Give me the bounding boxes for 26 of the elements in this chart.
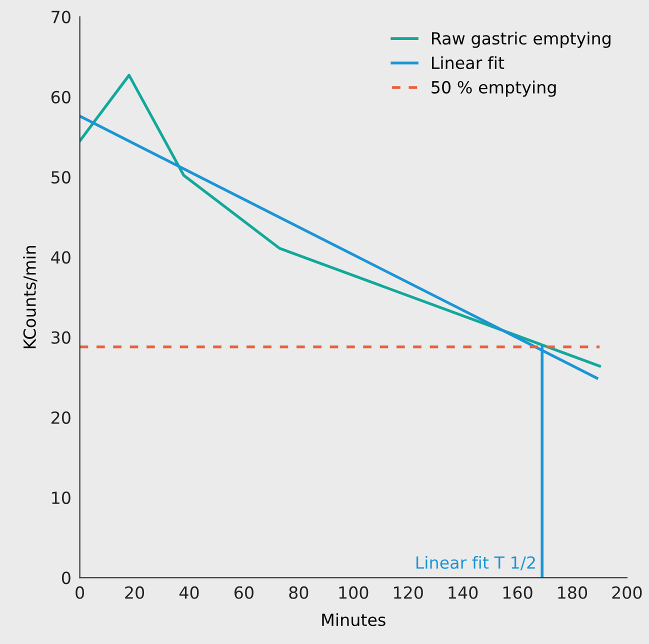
y-tick-label: 30 <box>52 331 70 344</box>
x-tick-label: 40 <box>179 586 199 599</box>
y-tick-label: 20 <box>52 411 70 424</box>
y-axis-title: KCounts/min <box>23 246 38 348</box>
y-tick-label: 0 <box>62 572 70 584</box>
x-tick-label: 200 <box>612 586 642 599</box>
legend-label: 50 % emptying <box>432 80 556 97</box>
x-tick-label: 160 <box>503 586 532 599</box>
x-tick-label: 0 <box>76 586 84 599</box>
y-tick-label: 50 <box>52 170 70 184</box>
x-tick-label: 80 <box>289 586 308 599</box>
y-tick-label: 60 <box>51 90 70 104</box>
x-tick-label: 140 <box>448 586 478 599</box>
annotation: Linear fit T 1/2 <box>416 556 535 570</box>
x-tick-label: 20 <box>125 586 144 599</box>
legend-label: Linear fit <box>432 56 504 70</box>
x-tick-label: 60 <box>234 586 254 599</box>
x-tick-label: 180 <box>558 586 588 599</box>
y-tick-label: 70 <box>52 10 70 24</box>
legend-label: Raw gastric emptying <box>432 32 610 48</box>
x-tick-label: 100 <box>339 586 368 599</box>
line-series <box>80 74 601 368</box>
x-axis-title: Minutes <box>322 613 386 626</box>
x-tick-label: 120 <box>394 586 423 599</box>
y-tick-label: 10 <box>52 492 70 504</box>
y-tick-label: 40 <box>51 251 70 264</box>
